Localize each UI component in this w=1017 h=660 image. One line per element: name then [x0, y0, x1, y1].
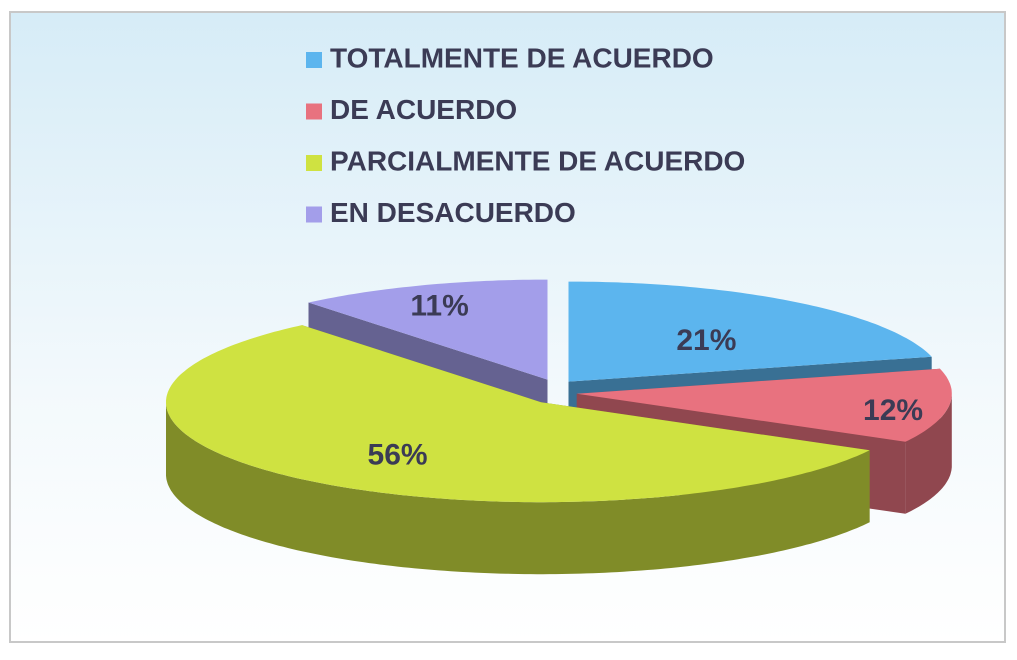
- slice-top: [308, 279, 548, 380]
- data-label: 11%: [410, 290, 468, 323]
- legend-swatch: [306, 155, 322, 171]
- legend-label: EN DESACUERDO: [330, 197, 576, 228]
- slice-top: [568, 281, 932, 382]
- data-label: 56%: [368, 438, 428, 471]
- slice-side: [905, 393, 952, 514]
- slice-top: [576, 368, 952, 442]
- legend-label: DE ACUERDO: [330, 94, 517, 125]
- legend-label: TOTALMENTE DE ACUERDO: [330, 42, 714, 73]
- legend-swatch: [306, 206, 322, 223]
- data-label: 12%: [863, 394, 923, 427]
- legend-label: PARCIALMENTE DE ACUERDO: [330, 145, 745, 176]
- data-label: 21%: [676, 324, 736, 357]
- legend-swatch: [306, 52, 322, 68]
- legend-swatch: [306, 103, 322, 120]
- slice-side: [166, 402, 870, 575]
- pie-slice: [166, 325, 870, 575]
- slice-top: [166, 325, 870, 503]
